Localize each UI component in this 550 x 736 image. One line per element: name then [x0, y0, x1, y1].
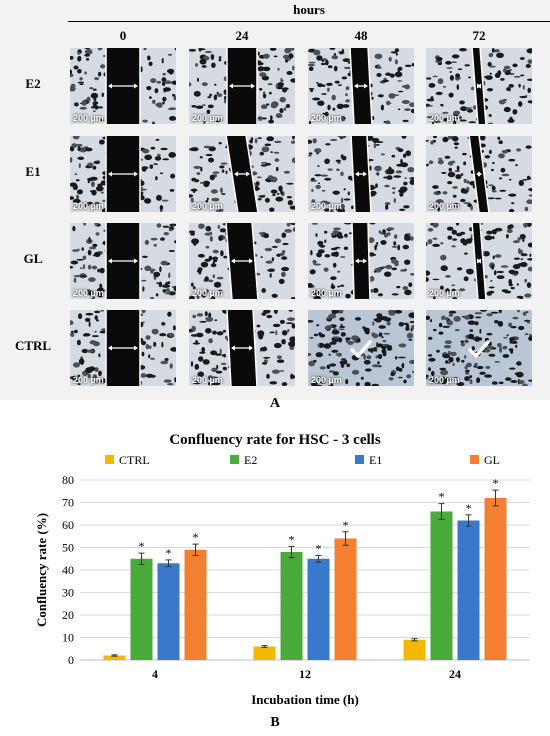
micrograph-ctrl-72h: 200 µm: [426, 310, 532, 386]
timepoint-label-0: 0: [119, 28, 127, 43]
bar-gl-24h: [484, 498, 507, 660]
significance-marker: *: [139, 539, 145, 553]
significance-marker: *: [316, 541, 322, 555]
scale-bar-label: 200 µm: [429, 201, 460, 211]
scale-bar-label: 200 µm: [73, 201, 104, 211]
micrograph-gl-24h: 200 µm: [189, 223, 295, 299]
legend-swatch-gl: [470, 455, 479, 464]
row-label-e2: E2: [25, 76, 41, 91]
scale-bar-label: 200 µm: [192, 113, 223, 123]
scale-bar-label: 200 µm: [192, 375, 223, 385]
y-tick-label: 10: [62, 631, 74, 645]
significance-marker: *: [166, 546, 172, 560]
legend-label-e1: E1: [369, 453, 382, 467]
y-axis-label: Confluency rate (%): [34, 513, 49, 627]
bar-e1-4h: [157, 563, 180, 660]
legend-label-e2: E2: [244, 453, 257, 467]
scale-bar-label: 200 µm: [192, 288, 223, 298]
scale-bar-label: 200 µm: [73, 288, 104, 298]
legend-swatch-e1: [355, 455, 364, 464]
row-label-ctrl: CTRL: [14, 338, 52, 353]
hours-divider: [68, 21, 550, 22]
scale-bar-label: 200 µm: [429, 288, 460, 298]
bar-gl-4h: [184, 549, 207, 660]
y-tick-label: 60: [62, 518, 74, 532]
significance-marker: *: [439, 490, 445, 504]
timepoint-label-72: 72: [472, 28, 486, 43]
bar-e1-12h: [307, 558, 330, 660]
significance-marker: *: [193, 530, 199, 544]
legend-label-ctrl: CTRL: [119, 453, 150, 467]
micrograph-ctrl-24h: 200 µm: [189, 310, 295, 386]
y-tick-label: 80: [62, 473, 74, 487]
x-tick-label-4: 4: [152, 667, 158, 681]
scale-bar-label: 200 µm: [311, 113, 342, 123]
y-tick-label: 0: [68, 653, 74, 667]
micrograph-e2-24h: 200 µm: [189, 48, 295, 124]
scale-bar-label: 200 µm: [311, 201, 342, 211]
x-axis-label: Incubation time (h): [251, 692, 359, 707]
bar-e2-24h: [430, 511, 453, 660]
scale-bar-label: 200 µm: [73, 113, 104, 123]
micrograph-e2-48h: 200 µm: [308, 48, 414, 124]
timepoint-label-24: 24: [235, 28, 249, 43]
micrograph-ctrl-48h: 200 µm: [308, 310, 414, 386]
bar-e2-4h: [130, 558, 153, 660]
significance-marker: *: [343, 518, 349, 532]
y-tick-label: 70: [62, 496, 74, 510]
legend-swatch-ctrl: [105, 455, 114, 464]
chart-title: Confluency rate for HSC - 3 cells: [169, 432, 381, 448]
micrograph-e1-72h: 200 µm: [426, 136, 532, 212]
scale-bar-label: 200 µm: [311, 288, 342, 298]
scale-bar-label: 200 µm: [429, 113, 460, 123]
bar-ctrl-24h: [403, 639, 426, 660]
row-label-e1: E1: [25, 164, 41, 179]
legend-label-gl: GL: [484, 453, 500, 467]
scale-bar-label: 200 µm: [192, 201, 223, 211]
micrograph-e1-0h: 200 µm: [70, 136, 176, 212]
significance-marker: *: [493, 476, 499, 490]
row-label-gl: GL: [23, 251, 43, 266]
panel-label-b: B: [270, 715, 279, 730]
timepoint-label-48: 48: [354, 28, 368, 43]
scale-bar-label: 200 µm: [73, 375, 104, 385]
bar-ctrl-4h: [103, 655, 126, 660]
hours-header: hours: [293, 2, 325, 17]
micrograph-ctrl-0h: 200 µm: [70, 310, 176, 386]
x-tick-label-24: 24: [449, 667, 461, 681]
significance-marker: *: [289, 532, 295, 546]
micrograph-gl-0h: 200 µm: [70, 223, 176, 299]
bar-ctrl-12h: [253, 646, 276, 660]
x-tick-label-12: 12: [299, 667, 311, 681]
micrograph-e1-48h: 200 µm: [308, 136, 414, 212]
bar-e1-24h: [457, 520, 480, 660]
panel-label-a: A: [269, 396, 281, 411]
legend-swatch-e2: [230, 455, 239, 464]
micrograph-gl-72h: 200 µm: [426, 223, 532, 299]
wound-healing-panel: hours 0 24 48 72 E2 E1 GL CTRL 200 µm 200 µm 200…: [0, 0, 550, 400]
confluency-chart: Confluency rate for HSC - 3 cells CTRL E2 E…: [0, 420, 550, 731]
y-tick-label: 50: [62, 541, 74, 555]
scale-bar-label: 200 µm: [311, 375, 342, 385]
significance-marker: *: [466, 501, 472, 515]
y-tick-label: 20: [62, 608, 74, 622]
micrograph-e2-72h: 200 µm: [426, 48, 532, 124]
bar-e2-12h: [280, 552, 303, 660]
y-tick-label: 30: [62, 586, 74, 600]
y-tick-label: 40: [62, 563, 74, 577]
scale-bar-label: 200 µm: [429, 375, 460, 385]
micrograph-e2-0h: 200 µm: [70, 48, 176, 124]
micrograph-e1-24h: 200 µm: [189, 136, 295, 212]
micrograph-gl-48h: 200 µm: [308, 223, 414, 299]
bar-gl-12h: [334, 538, 357, 660]
